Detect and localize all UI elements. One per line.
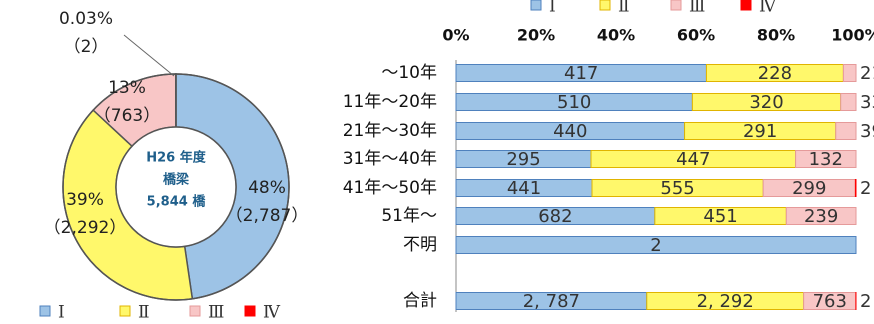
donut-outer-ring	[62, 73, 290, 301]
bar-data-label: 2, 292	[697, 291, 754, 312]
bar-data-label: 239	[804, 206, 838, 227]
bar-data-label: 441	[507, 178, 541, 199]
donut-legend-label-3: Ⅲ	[208, 303, 224, 323]
bar-legend-swatch-3	[670, 0, 682, 11]
donut-leader-line	[123, 34, 175, 77]
donut-count-label-4: （2）	[64, 37, 109, 57]
bar-legend-label-4: Ⅳ	[759, 0, 777, 17]
bar-data-label: 2	[860, 178, 871, 199]
bar-data-label: 682	[538, 206, 572, 227]
donut-legend-swatch-4	[244, 305, 256, 317]
bar-segment	[455, 236, 857, 254]
bar-legend-swatch-4	[740, 0, 752, 11]
donut-percent-label-2: 39%	[66, 190, 104, 210]
bar-data-label: 132	[809, 149, 843, 170]
bar-segment	[785, 207, 857, 225]
bar-data-label: 447	[676, 149, 710, 170]
bar-data-label: 291	[743, 121, 777, 142]
donut-count-label-1: （2,787）	[226, 206, 309, 226]
donut-center-text-2: 橋梁	[163, 172, 190, 188]
bar-data-label: 2	[860, 291, 871, 312]
donut-center-text-3: 5,844 橋	[147, 194, 207, 210]
bar-segment	[795, 150, 857, 168]
bar-data-label: 417	[564, 63, 598, 84]
bar-category-label-4: 41年～50年	[343, 178, 437, 198]
bar-data-label: 228	[758, 63, 792, 84]
donut-legend-swatch-1	[39, 305, 51, 317]
bar-x-tick-3: 60%	[677, 26, 715, 45]
bar-data-label: 555	[660, 178, 694, 199]
bar-data-label: 39	[860, 121, 874, 142]
bar-legend-swatch-1	[530, 0, 542, 11]
bar-category-label-5: 51年～	[381, 206, 437, 226]
bar-data-label: 510	[557, 92, 591, 113]
bar-segment	[835, 122, 857, 140]
bar-data-label: 33	[860, 92, 874, 113]
bar-category-label-3: 31年～40年	[343, 149, 437, 169]
donut-legend-label-4: Ⅳ	[263, 303, 281, 323]
donut-percent-label-4: 0.03%	[59, 9, 113, 29]
bar-category-label-0: ～10年	[381, 63, 437, 83]
donut-legend-label-1: Ⅰ	[58, 303, 65, 323]
donut-count-label-2: （2,292）	[44, 218, 127, 238]
bar-data-label: 763	[813, 291, 847, 312]
donut-legend-swatch-2	[119, 305, 131, 317]
bar-segment	[854, 179, 857, 197]
bar-category-label-7: 合計	[403, 291, 437, 311]
bar-data-label: 21	[860, 63, 874, 84]
bar-data-label: 2, 787	[523, 291, 580, 312]
donut-count-label-3: （763）	[94, 106, 160, 126]
bar-data-label: 320	[749, 92, 783, 113]
donut-center-text-1: H26 年度	[146, 150, 206, 166]
donut-legend-swatch-3	[189, 305, 201, 317]
bar-data-label: 2	[650, 235, 661, 256]
bar-category-label-6: 不明	[403, 235, 437, 255]
bar-data-label: 451	[703, 206, 737, 227]
bar-data-label: 440	[553, 121, 587, 142]
bar-x-tick-2: 40%	[597, 26, 635, 45]
bar-legend-swatch-2	[599, 0, 611, 11]
bar-category-label-2: 21年～30年	[343, 121, 437, 141]
bar-x-tick-4: 80%	[757, 26, 795, 45]
bar-x-tick-5: 100%	[831, 26, 874, 45]
bar-segment	[840, 93, 857, 111]
bar-x-tick-0: 0%	[442, 26, 469, 45]
bar-segment	[842, 64, 857, 82]
donut-percent-label-3: 13%	[108, 78, 146, 98]
bar-x-tick-1: 20%	[517, 26, 555, 45]
donut-legend-label-2: Ⅱ	[138, 303, 150, 323]
bar-data-label: 295	[506, 149, 540, 170]
donut-percent-label-1: 48%	[248, 178, 286, 198]
donut-hole	[115, 126, 237, 248]
bar-data-label: 299	[792, 178, 826, 199]
bar-category-label-1: 11年～20年	[343, 92, 437, 112]
bar-legend-label-3: Ⅲ	[689, 0, 705, 17]
bar-legend-label-2: Ⅱ	[618, 0, 630, 17]
bar-legend-label-1: Ⅰ	[549, 0, 556, 17]
